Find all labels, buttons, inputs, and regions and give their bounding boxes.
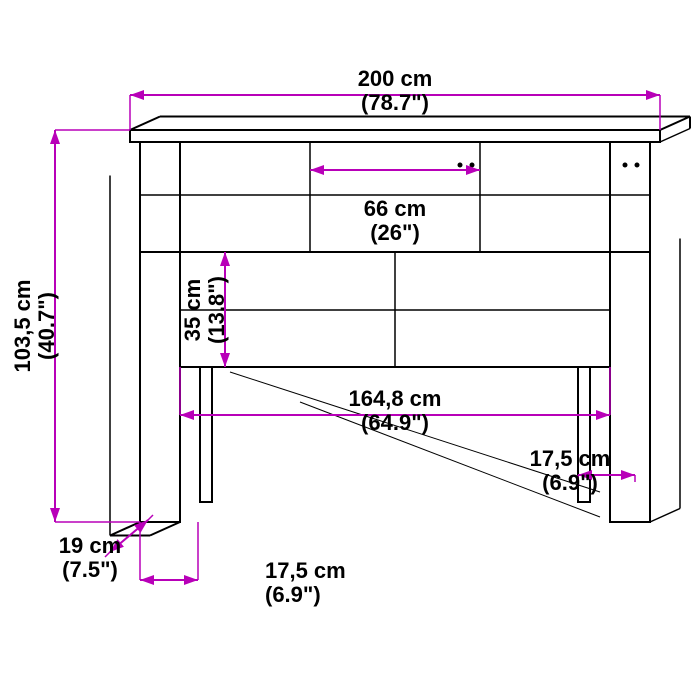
svg-text:(78.7"): (78.7") <box>361 90 429 115</box>
svg-text:(13.8"): (13.8") <box>204 276 229 344</box>
svg-text:(64.9"): (64.9") <box>361 410 429 435</box>
svg-text:200 cm: 200 cm <box>358 66 433 91</box>
svg-text:35 cm: 35 cm <box>180 279 205 341</box>
svg-text:(26"): (26") <box>370 220 420 245</box>
svg-text:(7.5"): (7.5") <box>62 557 118 582</box>
svg-text:(6.9"): (6.9") <box>542 470 598 495</box>
svg-text:17,5 cm: 17,5 cm <box>265 558 346 583</box>
svg-text:164,8 cm: 164,8 cm <box>349 386 442 411</box>
svg-text:17,5 cm: 17,5 cm <box>530 446 611 471</box>
svg-text:103,5 cm: 103,5 cm <box>10 280 35 373</box>
svg-text:(6.9"): (6.9") <box>265 582 321 607</box>
svg-text:66 cm: 66 cm <box>364 196 426 221</box>
svg-text:19 cm: 19 cm <box>59 533 121 558</box>
svg-text:(40.7"): (40.7") <box>34 292 59 360</box>
